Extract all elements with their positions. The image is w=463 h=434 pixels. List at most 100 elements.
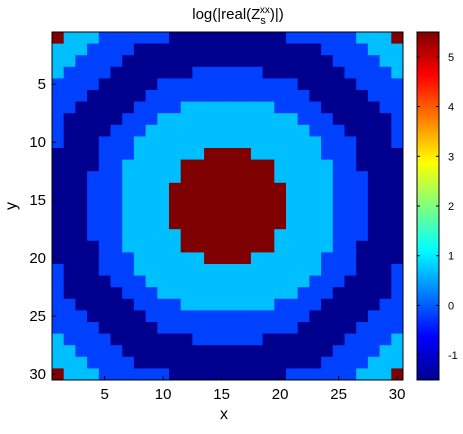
heatmap-cell	[321, 298, 334, 311]
heatmap-cell	[250, 264, 263, 276]
heatmap-cell	[110, 66, 123, 79]
colorbar-tick-label: 0	[448, 300, 454, 312]
heatmap-cell	[297, 136, 310, 149]
heatmap-cell	[192, 298, 205, 311]
heatmap-cell	[344, 171, 357, 184]
heatmap-cell	[332, 264, 345, 276]
heatmap-cell	[367, 217, 380, 230]
heatmap-cell	[63, 345, 76, 358]
heatmap-cell	[309, 275, 322, 288]
heatmap-cell	[98, 43, 111, 56]
heatmap-cell	[204, 217, 217, 230]
heatmap-cell	[239, 206, 252, 218]
heatmap-cell	[110, 229, 123, 242]
heatmap-cell	[157, 217, 170, 230]
heatmap-cell	[332, 55, 345, 68]
heatmap-cell	[180, 298, 193, 311]
heatmap-cell	[262, 101, 275, 114]
colorbar-ticks: -1 0 1 2 3 4 5	[417, 52, 458, 362]
heatmap-cell	[63, 113, 76, 126]
heatmap-cell	[157, 275, 170, 288]
heatmap-cell	[122, 345, 135, 358]
heatmap-cell	[122, 229, 135, 242]
heatmap-cell	[145, 310, 158, 323]
heatmap-cell	[52, 287, 65, 300]
title-subscript: s	[260, 15, 266, 27]
heatmap-cell	[75, 194, 88, 207]
heatmap-cell	[98, 252, 111, 265]
heatmap-cell	[356, 356, 369, 369]
heatmap-cell	[204, 113, 217, 126]
heatmap-cell	[157, 159, 170, 172]
heatmap-cell	[204, 264, 217, 276]
heatmap-cell	[63, 90, 76, 102]
heatmap-cell	[215, 368, 228, 381]
heatmap-cell	[227, 32, 240, 44]
heatmap-cell	[286, 194, 299, 207]
heatmap-cell	[321, 194, 334, 207]
heatmap-cell	[75, 113, 88, 126]
heatmap-cell	[52, 113, 65, 126]
heatmap-cell	[122, 287, 135, 300]
heatmap-cell	[344, 217, 357, 230]
heatmap-cell	[98, 287, 111, 300]
heatmap-cell	[122, 124, 135, 137]
heatmap-cell	[239, 322, 252, 334]
heatmap-cell	[286, 124, 299, 137]
heatmap-cell	[391, 90, 404, 102]
heatmap-cell	[157, 148, 170, 160]
heatmap-cell	[215, 194, 228, 207]
heatmap-cell	[133, 333, 146, 346]
heatmap-cell	[63, 136, 76, 149]
heatmap-cell	[180, 275, 193, 288]
heatmap-cell	[169, 333, 182, 346]
heatmap-cell	[321, 136, 334, 149]
heatmap-cell	[52, 368, 65, 381]
heatmap-cell	[321, 206, 334, 218]
heatmap-cell	[379, 159, 392, 172]
heatmap-cell	[110, 101, 123, 114]
heatmap-cell	[192, 66, 205, 79]
heatmap-cell	[75, 171, 88, 184]
heatmap-cell	[98, 356, 111, 369]
heatmap-cell	[215, 159, 228, 172]
heatmap-cell	[122, 310, 135, 323]
heatmap-cell	[344, 55, 357, 68]
heatmap-cell	[297, 310, 310, 323]
heatmap-cell	[239, 43, 252, 56]
heatmap-cell	[133, 171, 146, 184]
heatmap-cell	[309, 136, 322, 149]
heatmap-cell	[215, 264, 228, 276]
heatmap-cell	[110, 310, 123, 323]
heatmap-cell	[52, 240, 65, 253]
heatmap-cell	[367, 287, 380, 300]
heatmap-cell	[215, 287, 228, 300]
heatmap-cell	[297, 159, 310, 172]
title-superscript: xx	[260, 5, 270, 16]
heatmap-cell	[87, 287, 100, 300]
heatmap-cell	[379, 43, 392, 56]
heatmap-cell	[239, 148, 252, 160]
heatmap-cell	[169, 264, 182, 276]
heatmap-cell	[133, 264, 146, 276]
heatmap-cell	[169, 32, 182, 44]
heatmap-cell	[321, 322, 334, 334]
heatmap-cell	[367, 206, 380, 218]
heatmap-cell	[274, 182, 287, 195]
heatmap-cell	[239, 78, 252, 91]
heatmap-cell	[133, 275, 146, 288]
heatmap-cell	[145, 252, 158, 265]
heatmap-cell	[204, 333, 217, 346]
heatmap-cell	[356, 322, 369, 334]
heatmap-cell	[344, 310, 357, 323]
heatmap-cell	[180, 356, 193, 369]
heatmap-cell	[169, 78, 182, 91]
heatmap-cell	[379, 171, 392, 184]
heatmap-cell	[391, 182, 404, 195]
heatmap-cell	[391, 194, 404, 207]
heatmap-cell	[297, 124, 310, 137]
heatmap-cell	[122, 252, 135, 265]
heatmap-cell	[145, 264, 158, 276]
heatmap-cell	[52, 136, 65, 149]
heatmap-cell	[169, 182, 182, 195]
